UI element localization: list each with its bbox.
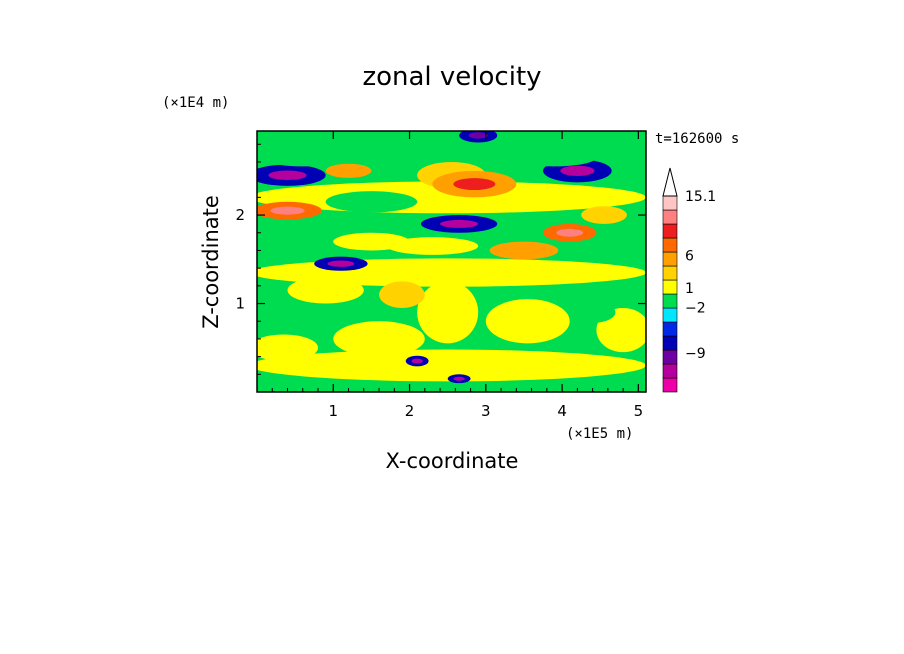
colorbar-segment — [662, 377, 678, 393]
colorbar-segment — [662, 321, 678, 337]
contour-core — [560, 165, 595, 176]
colorbar-segment — [662, 335, 678, 351]
colorbar-label: 6 — [685, 248, 694, 264]
time-label: t=162600 s — [655, 131, 739, 147]
colorbar-label: −2 — [685, 300, 706, 316]
x-axis-label: X-coordinate — [386, 449, 519, 473]
contour-core — [327, 260, 355, 267]
colorbar-segment — [662, 237, 678, 253]
contour-region — [325, 191, 418, 213]
colorbar-segment — [662, 279, 678, 295]
x-tick-label: 5 — [634, 402, 644, 420]
contour-core — [440, 219, 479, 228]
chart-title: zonal velocity — [362, 62, 541, 92]
contour-region — [569, 301, 616, 323]
colorbar-label: 1 — [685, 281, 694, 297]
colorbar-segment — [662, 265, 678, 281]
colorbar-label: −9 — [685, 346, 706, 362]
colorbar-segment — [662, 349, 678, 365]
colorbar-segment — [662, 223, 678, 239]
y-axis-label: Z-coordinate — [199, 195, 223, 329]
contour-field — [257, 131, 646, 392]
contour-region — [485, 299, 570, 344]
y-tick-label: 2 — [235, 206, 245, 224]
plot-frame — [256, 130, 647, 393]
contour-region — [257, 334, 319, 362]
y-tick-label: 1 — [235, 295, 245, 313]
colorbar-segment — [662, 195, 678, 211]
contour-core — [468, 132, 488, 139]
contour-region — [512, 148, 597, 167]
x-scale-label: (×1E5 m) — [566, 426, 633, 442]
contour-region — [333, 321, 425, 357]
x-tick-label: 3 — [481, 402, 491, 420]
contour-core — [453, 178, 496, 191]
contour-region — [581, 206, 627, 224]
x-tick-label: 4 — [557, 402, 567, 420]
contour-region — [417, 281, 479, 344]
colorbar-segment — [662, 307, 678, 323]
contour-region — [325, 163, 372, 178]
colorbar-segment — [662, 209, 678, 225]
colorbar-extend-arrow — [662, 167, 678, 197]
colorbar-segment — [662, 251, 678, 267]
y-scale-label: (×1E4 m) — [162, 95, 229, 111]
colorbar-segment — [662, 293, 678, 309]
x-axis: 1 2 3 4 5 — [271, 131, 644, 420]
colorbar-segment — [662, 363, 678, 379]
contour-core — [453, 376, 465, 381]
y-axis: 12 — [235, 143, 646, 375]
contour-core — [268, 170, 307, 181]
contour-region — [287, 276, 364, 304]
contour-region — [386, 237, 479, 255]
x-tick-label: 2 — [405, 402, 415, 420]
contour-core — [411, 358, 423, 364]
colorbar: 15.1 6 1 −2 −9 — [662, 167, 716, 393]
contour-region — [489, 241, 559, 260]
contour-core — [556, 228, 584, 237]
contour-core — [270, 206, 305, 215]
x-tick-label: 1 — [329, 402, 339, 420]
contour-region — [379, 281, 425, 308]
contour-region — [257, 349, 646, 382]
colorbar-label: 15.1 — [685, 189, 716, 205]
contour-region — [260, 148, 345, 167]
